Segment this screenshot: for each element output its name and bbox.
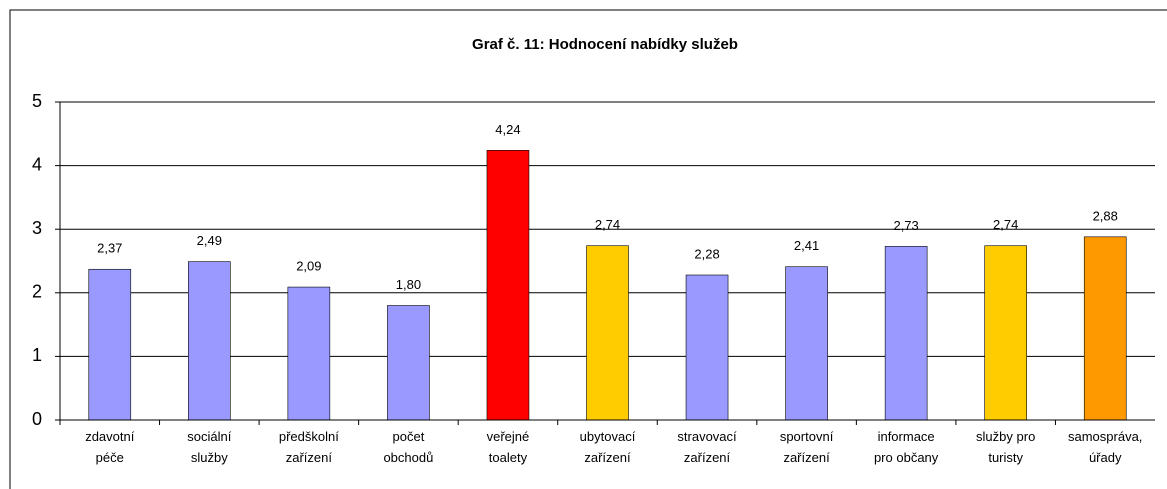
y-tick-label: 1 <box>32 345 42 365</box>
data-label: 2,88 <box>1093 208 1118 223</box>
bar <box>88 268 132 421</box>
x-tick-label: veřejné toalety <box>486 429 530 465</box>
bar <box>586 245 629 421</box>
x-tick-label: ubytovací zařízení <box>579 429 636 465</box>
data-label: 2,74 <box>993 217 1018 232</box>
x-tick-label: informace pro občany <box>873 429 939 465</box>
data-label: 2,37 <box>97 241 122 256</box>
bar <box>287 286 331 421</box>
y-tick-label: 0 <box>32 409 42 429</box>
x-tick-label: zdavotní péče <box>85 429 135 465</box>
y-tick-label: 2 <box>32 282 42 302</box>
x-tick-label: počet obchodů <box>383 429 434 465</box>
x-tick-label: předškolní zařízení <box>278 429 339 465</box>
x-tick-label: služby pro turisty <box>976 429 1036 465</box>
bar <box>884 246 928 421</box>
chart-title: Graf č. 11: Hodnocení nabídky služeb <box>472 36 738 53</box>
data-label: 2,09 <box>296 259 321 274</box>
bar <box>486 150 530 421</box>
data-label: 2,49 <box>197 233 222 248</box>
bar <box>685 274 729 421</box>
data-label: 2,73 <box>893 218 918 233</box>
bar <box>188 261 231 421</box>
x-tick-label: sportovní zařízení <box>779 429 834 465</box>
bar <box>1083 236 1127 421</box>
data-label: 1,80 <box>396 277 421 292</box>
data-label: 2,41 <box>794 238 819 253</box>
bar <box>785 266 828 421</box>
data-label: 2,28 <box>694 246 719 261</box>
y-tick-label: 3 <box>32 218 42 238</box>
bar <box>984 245 1027 421</box>
x-tick-label: sociální služby <box>187 429 232 465</box>
y-tick-label: 4 <box>32 154 42 174</box>
bar <box>387 305 430 421</box>
x-tick-label: stravovací zařízení <box>677 429 737 465</box>
y-tick-label: 5 <box>32 91 42 111</box>
x-tick-label: samospráva, úřady <box>1068 429 1143 465</box>
data-label: 2,74 <box>595 217 620 232</box>
data-label: 4,24 <box>495 122 520 137</box>
